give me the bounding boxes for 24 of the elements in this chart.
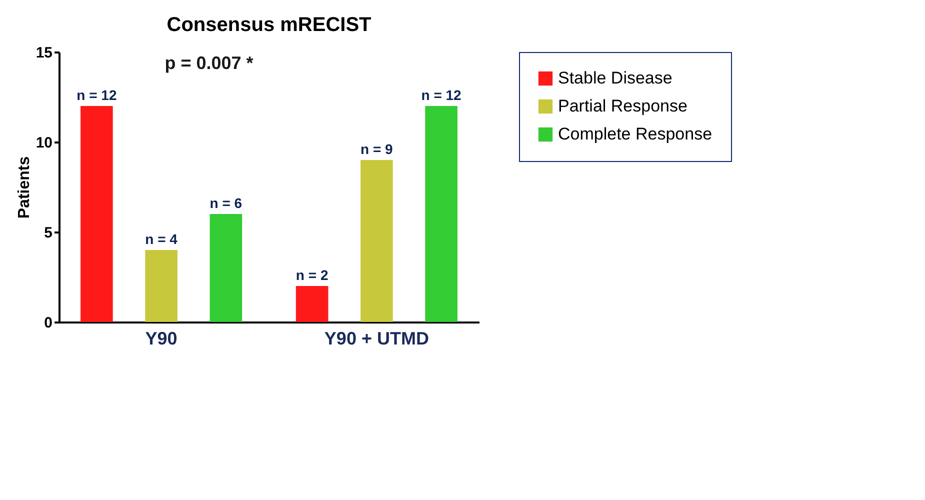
y-tick-label: 5 (44, 224, 52, 242)
legend-label: Partial Response (558, 96, 688, 116)
legend-label: Stable Disease (558, 68, 672, 88)
x-tick-label: Y90 (145, 328, 178, 348)
chart-title: Consensus mRECIST (166, 14, 372, 36)
bar (360, 160, 393, 322)
bar (80, 106, 113, 322)
data-label: n = 6 (210, 195, 242, 211)
annotation: p = 0.007 * (164, 53, 254, 73)
bar (425, 106, 458, 322)
y-tick-label: 0 (44, 314, 52, 332)
x-tick-label: Y90 + UTMD (324, 328, 429, 348)
data-label: n = 2 (296, 267, 328, 283)
y-tick-label: 15 (36, 44, 52, 62)
legend-label: Complete Response (558, 124, 712, 144)
data-label: n = 12 (421, 87, 462, 103)
data-label: n = 9 (360, 141, 394, 157)
data-label: n = 4 (145, 231, 178, 247)
data-label: n = 12 (76, 87, 117, 103)
y-axis-title: Patients (16, 156, 33, 219)
bar (145, 250, 178, 322)
bar (296, 286, 328, 322)
y-tick-label: 10 (36, 134, 52, 152)
bar (210, 214, 242, 322)
